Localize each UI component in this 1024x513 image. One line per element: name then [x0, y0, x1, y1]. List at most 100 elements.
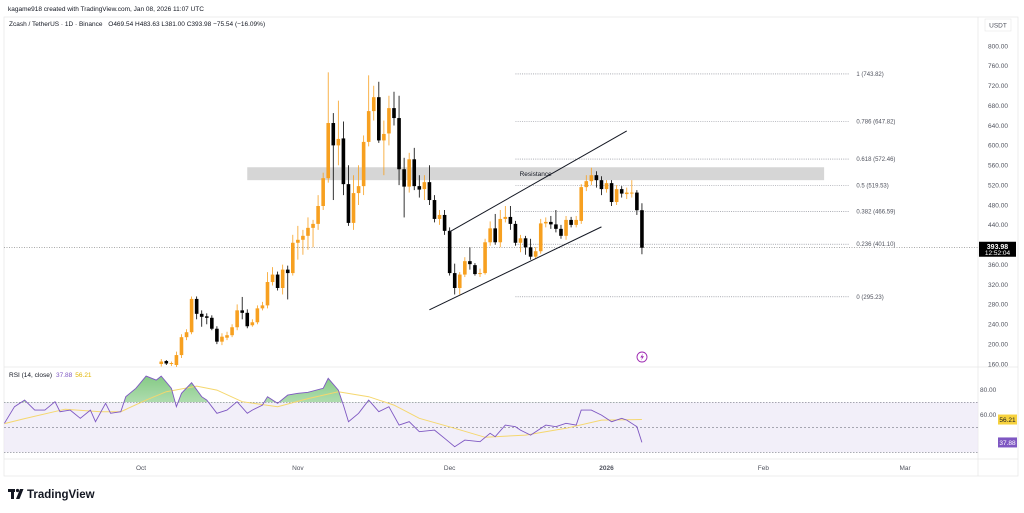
candle[interactable]	[331, 113, 336, 201]
candle[interactable]	[291, 234, 295, 276]
lightning-icon[interactable]	[636, 351, 648, 363]
candle[interactable]	[245, 309, 250, 329]
candle[interactable]	[432, 195, 437, 223]
candle[interactable]	[513, 220, 518, 246]
candle[interactable]	[169, 361, 174, 367]
candle[interactable]	[549, 215, 553, 229]
candle[interactable]	[635, 190, 639, 215]
candle[interactable]	[544, 217, 548, 228]
candle[interactable]	[640, 203, 644, 255]
candle[interactable]	[427, 165, 432, 206]
candle[interactable]	[493, 213, 497, 245]
candle[interactable]	[579, 184, 584, 224]
candle[interactable]	[488, 221, 492, 246]
candle[interactable]	[463, 257, 467, 278]
candle[interactable]	[498, 209, 503, 248]
candle[interactable]	[184, 329, 189, 341]
candle[interactable]	[179, 334, 184, 359]
candle[interactable]	[397, 95, 401, 186]
candle[interactable]	[473, 263, 477, 276]
candle[interactable]	[174, 351, 179, 369]
candle[interactable]	[356, 165, 361, 206]
candle[interactable]	[366, 75, 371, 147]
candle[interactable]	[346, 165, 351, 226]
channel-upper-trendline[interactable]	[449, 130, 628, 233]
candle[interactable]	[265, 272, 270, 309]
candle[interactable]	[614, 185, 619, 206]
candle[interactable]	[159, 359, 164, 367]
candle[interactable]	[240, 296, 244, 320]
candle[interactable]	[280, 264, 285, 295]
candle[interactable]	[215, 326, 219, 345]
candle[interactable]	[382, 120, 386, 176]
candle[interactable]	[326, 72, 331, 183]
candle[interactable]	[594, 171, 599, 188]
candle[interactable]	[508, 206, 513, 230]
candle[interactable]	[199, 310, 204, 327]
candle[interactable]	[407, 152, 411, 193]
candle[interactable]	[468, 247, 472, 270]
candle[interactable]	[189, 296, 194, 335]
candle[interactable]	[584, 175, 589, 192]
candle[interactable]	[503, 206, 508, 223]
candle[interactable]	[260, 301, 265, 311]
rsi-ma-line[interactable]	[4, 385, 642, 438]
candle[interactable]	[457, 272, 462, 295]
candle[interactable]	[392, 91, 396, 126]
candle[interactable]	[296, 225, 300, 260]
candle[interactable]	[204, 313, 209, 325]
rsi-line[interactable]	[4, 375, 643, 448]
candle[interactable]	[599, 176, 604, 196]
candle[interactable]	[619, 186, 624, 198]
candle[interactable]	[569, 216, 573, 228]
candle[interactable]	[417, 175, 422, 198]
candle[interactable]	[518, 234, 523, 253]
candle[interactable]	[250, 319, 255, 327]
candle[interactable]	[630, 180, 634, 198]
candle[interactable]	[564, 215, 568, 240]
candle[interactable]	[483, 238, 487, 275]
candle[interactable]	[589, 167, 594, 186]
candle[interactable]	[559, 224, 563, 239]
candle[interactable]	[574, 215, 578, 228]
candle[interactable]	[316, 195, 320, 230]
candle[interactable]	[437, 209, 442, 225]
candle[interactable]	[341, 121, 346, 196]
currency-box[interactable]	[984, 18, 1012, 32]
candle[interactable]	[371, 85, 376, 121]
candle[interactable]	[255, 305, 260, 325]
price-pane[interactable]: Resistance 1 (743.82) 0.786 (647.82) 0.618 …	[4, 72, 978, 369]
candle[interactable]	[387, 95, 391, 146]
candle[interactable]	[422, 175, 427, 201]
candle[interactable]	[164, 360, 169, 366]
candle[interactable]	[361, 135, 366, 196]
candle[interactable]	[351, 175, 356, 230]
candle[interactable]	[604, 180, 609, 193]
candle[interactable]	[220, 333, 224, 346]
candle[interactable]	[225, 331, 229, 341]
candle[interactable]	[442, 209, 447, 235]
candle[interactable]	[412, 147, 417, 191]
resistance-zone[interactable]	[247, 167, 825, 181]
candle[interactable]	[285, 265, 290, 300]
candle[interactable]	[311, 219, 315, 248]
candle[interactable]	[336, 100, 341, 166]
candle[interactable]	[538, 218, 543, 254]
candle[interactable]	[377, 81, 381, 143]
candle[interactable]	[609, 180, 614, 207]
candle[interactable]	[230, 324, 234, 338]
candle[interactable]	[452, 263, 457, 295]
candle[interactable]	[478, 268, 482, 278]
candle[interactable]	[523, 235, 528, 255]
candle[interactable]	[447, 227, 452, 276]
channel-lower-trendline[interactable]	[429, 226, 602, 311]
candle[interactable]	[528, 238, 533, 260]
candle[interactable]	[554, 209, 558, 233]
candle[interactable]	[624, 187, 629, 200]
candle[interactable]	[301, 229, 305, 255]
candle[interactable]	[235, 304, 239, 331]
rsi-pane[interactable]: RSI (14, close) 37.88 56.21	[4, 372, 978, 453]
candle[interactable]	[321, 172, 325, 210]
candle[interactable]	[210, 315, 214, 331]
candle[interactable]	[306, 217, 310, 250]
